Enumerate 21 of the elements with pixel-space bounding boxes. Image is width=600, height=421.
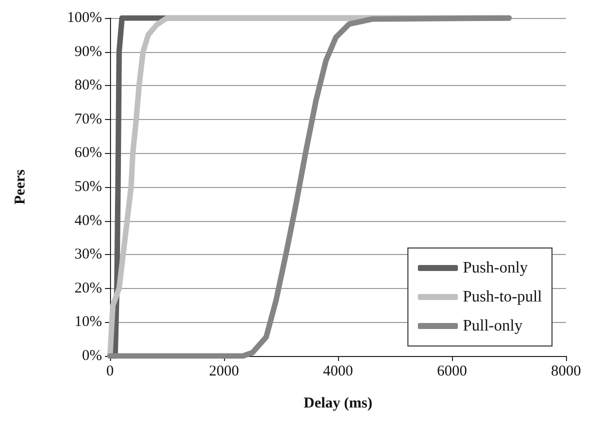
y-tick-label: 60% bbox=[74, 145, 102, 162]
x-tick-label: 8000 bbox=[551, 364, 581, 380]
x-tick-label: 4000 bbox=[323, 364, 353, 380]
y-tick-label: 20% bbox=[74, 280, 102, 296]
y-tick-label: 80% bbox=[74, 78, 102, 94]
y-tick-label: 50% bbox=[74, 179, 102, 195]
legend-label: Push-to-pull bbox=[462, 288, 543, 306]
x-tick-label: 6000 bbox=[437, 364, 467, 380]
y-tick-label: 30% bbox=[74, 246, 102, 263]
x-axis-title: Delay (ms) bbox=[304, 396, 372, 412]
y-tick-label: 100% bbox=[67, 10, 102, 26]
y-tick-label: 70% bbox=[74, 111, 102, 128]
y-axis-title: Peers bbox=[12, 169, 28, 204]
y-tick-label: 0% bbox=[82, 348, 102, 364]
legend-label: Push-only bbox=[462, 260, 528, 276]
x-tick-label: 0 bbox=[106, 364, 114, 380]
y-tick-label: 90% bbox=[74, 44, 102, 60]
y-tick-label: 40% bbox=[74, 212, 102, 229]
x-tick-label: 2000 bbox=[209, 364, 239, 380]
y-tick-label: 10% bbox=[74, 314, 102, 330]
legend-label: Pull-only bbox=[462, 318, 522, 334]
